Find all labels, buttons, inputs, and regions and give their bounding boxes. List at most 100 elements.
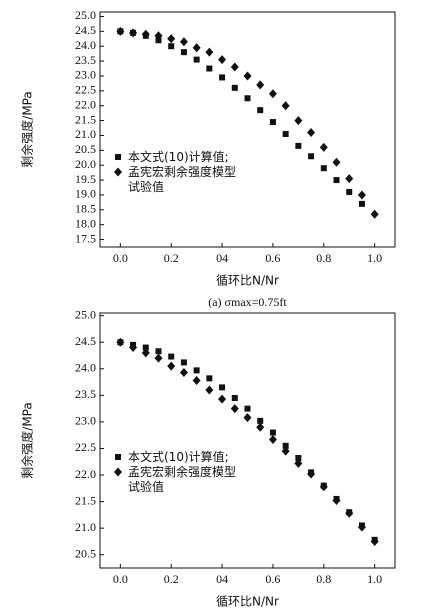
- data-point: [219, 384, 226, 391]
- data-point: [320, 165, 327, 172]
- y-tick-label: 22.5: [75, 83, 96, 97]
- plot-frame: [99, 11, 396, 248]
- data-point: [281, 446, 290, 456]
- data-point: [168, 43, 175, 50]
- data-point: [141, 348, 150, 358]
- data-point: [370, 536, 379, 546]
- data-point: [219, 74, 226, 81]
- data-point: [357, 190, 366, 200]
- data-point: [155, 348, 162, 355]
- data-point: [256, 422, 265, 432]
- data-point: [281, 101, 290, 111]
- y-tick-label: 24.5: [75, 334, 96, 348]
- data-point: [370, 209, 379, 219]
- x-tick-label: 0.2: [164, 572, 179, 586]
- data-point: [357, 522, 366, 532]
- data-point: [308, 153, 315, 160]
- data-point: [180, 359, 187, 366]
- data-point: [345, 174, 354, 184]
- data-point: [167, 34, 176, 44]
- data-point: [168, 353, 175, 360]
- y-tick-label: 19.5: [75, 172, 96, 186]
- data-point: [142, 344, 149, 351]
- data-point: [180, 49, 187, 56]
- data-point: [319, 482, 328, 492]
- data-point: [294, 116, 303, 126]
- data-point: [129, 343, 138, 353]
- y-tick-label: 18.0: [75, 216, 96, 230]
- x-axis-label: 循环比N/Nr: [216, 595, 279, 609]
- y-tick-label: 24.0: [75, 361, 96, 375]
- data-point: [307, 469, 316, 479]
- x-tick-label: 1.0: [367, 572, 382, 586]
- data-point: [268, 434, 277, 444]
- data-point: [243, 71, 252, 81]
- legend-label: 本文式(10)计算值;: [128, 450, 229, 464]
- data-point: [141, 29, 150, 39]
- y-axis-label: 剩余强度/MPa: [20, 91, 35, 167]
- x-tick-label: 0.2: [164, 251, 179, 265]
- data-point: [230, 62, 239, 72]
- y-tick-label: 18.5: [75, 202, 96, 216]
- y-tick-label: 21.0: [75, 127, 96, 141]
- x-tick-label: 0.0: [113, 251, 128, 265]
- y-tick-label: 21.0: [75, 520, 96, 534]
- data-point: [257, 107, 264, 114]
- y-tick-label: 20.5: [75, 142, 96, 156]
- data-point: [294, 458, 303, 468]
- legend-marker: [114, 167, 122, 177]
- legend-label: 本文式(10)计算值;: [128, 150, 229, 164]
- y-tick-label: 19.0: [75, 187, 96, 201]
- data-point: [218, 55, 227, 65]
- data-point: [282, 130, 289, 137]
- x-tick-label: 0.6: [265, 251, 280, 265]
- legend-label: 孟宪宏剩余强度模型试验值: [128, 465, 237, 494]
- data-point: [332, 157, 341, 167]
- data-point: [332, 496, 341, 506]
- caption: (a) σmax=0.75ft: [208, 295, 287, 309]
- data-point: [179, 37, 188, 47]
- y-tick-label: 21.5: [75, 493, 96, 507]
- x-axis-label: 循环比N/Nr: [216, 274, 279, 288]
- y-tick-label: 24.5: [75, 23, 96, 37]
- y-tick-label: 23.0: [75, 68, 96, 82]
- data-point: [268, 89, 277, 99]
- y-axis-label: 剩余强度/MPa: [20, 402, 35, 478]
- data-point: [257, 417, 264, 424]
- data-point: [154, 353, 163, 363]
- x-tick-label: 0.6: [265, 572, 280, 586]
- x-tick-label: 04: [216, 251, 228, 265]
- data-point: [205, 385, 214, 395]
- data-point: [319, 142, 328, 152]
- x-tick-label: 0.8: [316, 251, 331, 265]
- y-tick-label: 24.0: [75, 38, 96, 52]
- data-point: [218, 394, 227, 404]
- data-point: [230, 404, 239, 414]
- x-tick-label: 1.0: [367, 251, 382, 265]
- data-point: [167, 361, 176, 371]
- data-point: [206, 65, 213, 72]
- y-tick-label: 23.5: [75, 387, 96, 401]
- y-tick-label: 20.5: [75, 546, 96, 560]
- y-tick-label: 22.5: [75, 440, 96, 454]
- x-tick-label: 0.8: [316, 572, 331, 586]
- data-point: [346, 188, 353, 195]
- y-tick-label: 25.0: [75, 8, 96, 22]
- data-point: [193, 367, 200, 374]
- legend-marker: [115, 454, 121, 460]
- y-tick-label: 22.0: [75, 97, 96, 111]
- data-point: [205, 47, 214, 57]
- data-point: [192, 43, 201, 53]
- y-tick-label: 17.5: [75, 231, 96, 245]
- legend-marker: [114, 467, 122, 477]
- data-point: [206, 375, 213, 382]
- y-tick-label: 22.0: [75, 467, 96, 481]
- data-point: [333, 177, 340, 184]
- data-point: [295, 455, 302, 462]
- data-point: [193, 56, 200, 63]
- legend-marker: [115, 154, 121, 160]
- data-point: [231, 395, 238, 401]
- data-point: [179, 368, 188, 377]
